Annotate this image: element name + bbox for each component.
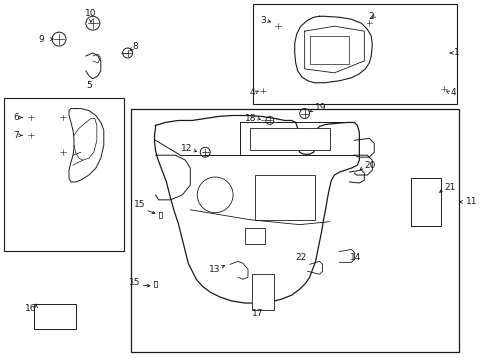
- Bar: [4, 98, 123, 251]
- Text: 5: 5: [86, 81, 92, 90]
- Text: 18: 18: [245, 114, 257, 123]
- Text: 7: 7: [14, 131, 19, 140]
- Bar: [255, 175, 315, 220]
- Bar: [310, 36, 349, 64]
- Text: 20: 20: [365, 161, 376, 170]
- Bar: [34, 304, 76, 329]
- Text: 3: 3: [260, 16, 266, 25]
- Text: 15: 15: [129, 278, 141, 287]
- Text: 9: 9: [38, 35, 44, 44]
- Text: 17: 17: [252, 310, 264, 319]
- Text: 8: 8: [133, 41, 138, 50]
- Text: 6: 6: [14, 113, 19, 122]
- Text: 21: 21: [444, 184, 455, 193]
- Text: 14: 14: [350, 253, 361, 262]
- Bar: [252, 274, 274, 310]
- Text: 2: 2: [368, 12, 374, 21]
- Text: 16: 16: [24, 305, 36, 314]
- Bar: [411, 178, 441, 226]
- Text: 4: 4: [249, 88, 255, 97]
- Bar: [245, 228, 265, 243]
- Bar: [250, 129, 329, 150]
- Bar: [131, 109, 459, 352]
- Text: 12: 12: [181, 144, 192, 153]
- Text: 15: 15: [134, 200, 146, 209]
- Text: 19: 19: [315, 103, 326, 112]
- Text: 10: 10: [85, 9, 97, 18]
- Bar: [253, 4, 457, 104]
- Text: 1: 1: [454, 49, 460, 58]
- Text: 11: 11: [466, 197, 477, 206]
- Text: 22: 22: [295, 253, 307, 262]
- Text: 13: 13: [209, 265, 220, 274]
- Text: 4: 4: [451, 88, 457, 97]
